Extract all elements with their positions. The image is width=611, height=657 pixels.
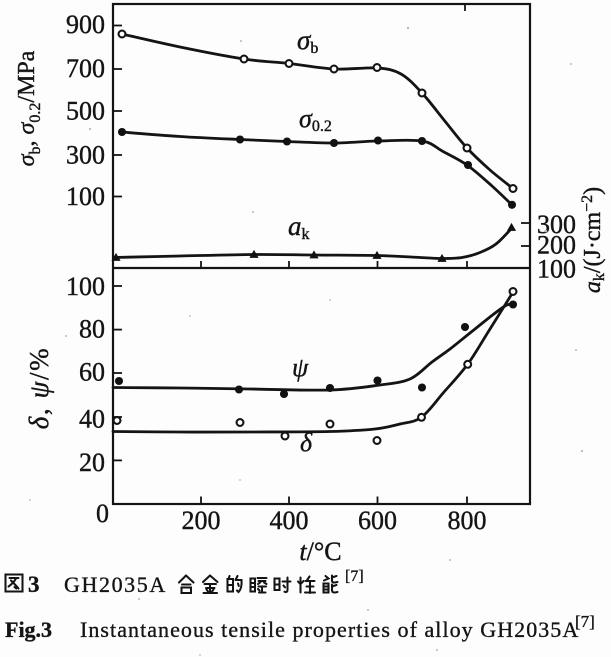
svg-text:σ0.2: σ0.2 bbox=[299, 104, 332, 135]
svg-text:300: 300 bbox=[537, 210, 576, 239]
svg-text:700: 700 bbox=[66, 54, 105, 83]
svg-text:200: 200 bbox=[537, 231, 576, 260]
svg-text:80: 80 bbox=[79, 315, 105, 344]
svg-text:60: 60 bbox=[79, 358, 105, 387]
svg-text:ak: ak bbox=[288, 211, 310, 243]
svg-text:δ: δ bbox=[300, 428, 313, 457]
svg-text:100: 100 bbox=[66, 272, 105, 301]
svg-text:ak/(J·cm−2): ak/(J·cm−2) bbox=[579, 187, 608, 293]
svg-text:100: 100 bbox=[66, 182, 105, 211]
svg-text:800: 800 bbox=[448, 506, 487, 535]
svg-text:δ, ψ/%: δ, ψ/% bbox=[24, 347, 54, 429]
svg-text:[7]: [7] bbox=[575, 612, 595, 631]
svg-text:GH2035A: GH2035A bbox=[64, 572, 167, 597]
svg-text:3: 3 bbox=[28, 572, 40, 597]
svg-text:ψ: ψ bbox=[292, 353, 309, 382]
svg-text:σb: σb bbox=[297, 25, 318, 57]
svg-text:900: 900 bbox=[66, 10, 105, 39]
svg-text:300: 300 bbox=[66, 141, 105, 170]
svg-text:100: 100 bbox=[537, 255, 576, 284]
svg-text:200: 200 bbox=[182, 506, 221, 535]
svg-text:400: 400 bbox=[270, 506, 309, 535]
svg-text:500: 500 bbox=[66, 97, 105, 126]
svg-text:600: 600 bbox=[358, 506, 397, 535]
svg-text:Fig.3: Fig.3 bbox=[5, 617, 52, 642]
svg-text:20: 20 bbox=[79, 448, 105, 477]
svg-text:Instantaneous tensile properti: Instantaneous tensile properties of allo… bbox=[80, 617, 579, 642]
svg-text:0: 0 bbox=[96, 499, 109, 528]
svg-text:σb, σ0.2/MPa: σb, σ0.2/MPa bbox=[14, 50, 44, 166]
svg-text:[7]: [7] bbox=[345, 568, 364, 585]
svg-text:t/°C: t/°C bbox=[299, 537, 341, 566]
svg-text:40: 40 bbox=[79, 405, 105, 434]
